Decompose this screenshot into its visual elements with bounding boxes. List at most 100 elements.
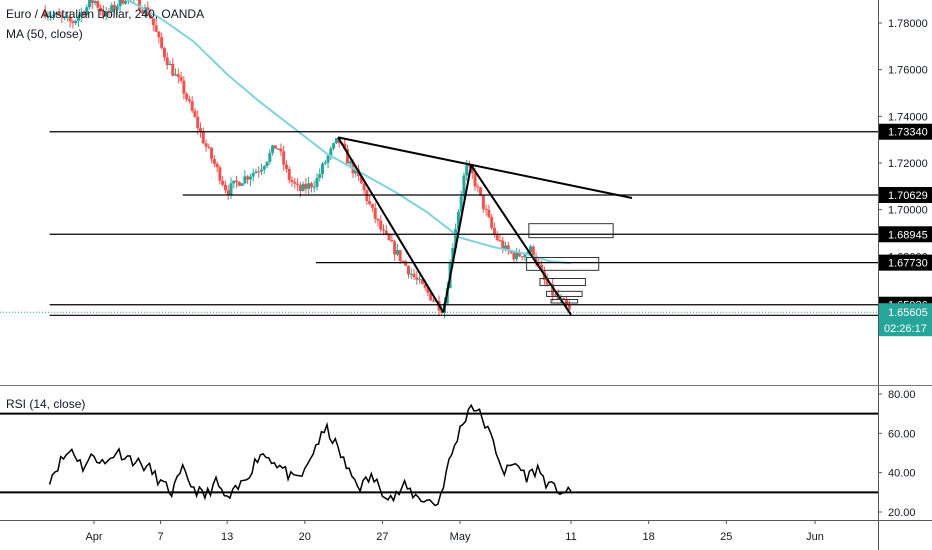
candle-body <box>243 176 247 184</box>
trendline[interactable] <box>337 136 445 313</box>
rectangle-drawing[interactable] <box>550 299 579 304</box>
candle-body <box>476 186 480 188</box>
candle-body <box>412 273 416 278</box>
level-price-badge <box>879 226 932 243</box>
candle-body <box>226 190 230 195</box>
candle-body <box>260 169 264 172</box>
candle-body <box>404 261 408 266</box>
candle-body <box>196 116 200 129</box>
candle-body <box>207 146 211 148</box>
candle-body <box>162 47 166 58</box>
rsi-indicator-label[interactable]: RSI (14, close) <box>6 397 86 411</box>
price-tick-label: 1.72000 <box>888 158 928 170</box>
candle-body <box>393 241 397 255</box>
candle-body <box>345 148 349 164</box>
candle-body <box>326 155 330 163</box>
candle-body <box>323 162 327 164</box>
candle-body <box>395 250 399 255</box>
candle-body <box>501 240 505 250</box>
level-price-badge <box>879 254 932 271</box>
candle-body <box>96 1 100 8</box>
level-price-label: 1.68945 <box>888 229 928 241</box>
trendline[interactable] <box>470 164 572 316</box>
candle-body <box>398 250 402 262</box>
candle-body <box>276 148 280 150</box>
candle-body <box>534 256 538 264</box>
candle-body <box>204 143 208 147</box>
candle-body <box>523 253 527 258</box>
candle-body <box>223 184 227 191</box>
time-tick-label: 7 <box>157 531 163 543</box>
candle-body <box>198 128 202 132</box>
rectangle-drawing[interactable] <box>526 257 600 271</box>
candle-body <box>520 256 524 258</box>
candle-body <box>515 251 519 260</box>
trendline[interactable] <box>337 136 633 199</box>
candle-body <box>318 174 322 178</box>
candle-body <box>370 204 374 208</box>
time-tick-label: 20 <box>299 531 311 543</box>
candle-body <box>54 13 58 15</box>
candle-body <box>115 6 119 10</box>
time-tick-label: Jun <box>806 531 824 543</box>
chart-title: Euro / Australian Dollar, 240, OANDA <box>6 7 205 21</box>
time-tick-label: 27 <box>376 531 388 543</box>
candle-body <box>237 182 241 186</box>
candle-body <box>174 74 178 76</box>
candle-body <box>76 16 80 21</box>
candle-body <box>481 194 485 209</box>
bar-countdown-label: 02:26:17 <box>884 323 927 335</box>
candle-body <box>334 138 338 144</box>
candle-body <box>271 145 275 153</box>
candle-body <box>101 11 105 17</box>
candle-body <box>401 261 405 263</box>
candle-body <box>137 0 141 11</box>
candle-body <box>390 240 394 242</box>
candle-body <box>551 284 555 296</box>
candle-body <box>140 10 144 13</box>
candle-body <box>160 37 164 48</box>
candle-body <box>235 180 239 183</box>
candle-body <box>290 179 294 182</box>
candle-body <box>459 196 463 213</box>
candle-body <box>512 252 516 260</box>
candle-body <box>93 1 97 4</box>
candle-body <box>301 183 305 192</box>
candle-body <box>246 176 250 180</box>
candle-body <box>151 18 155 26</box>
candle-body <box>343 143 347 149</box>
candle-body <box>498 239 502 241</box>
candle-body <box>282 151 286 165</box>
candle-body <box>329 148 333 156</box>
ma-indicator-label[interactable]: MA (50, close) <box>6 27 83 41</box>
candle-body <box>409 273 413 275</box>
rectangle-drawing[interactable] <box>528 223 614 239</box>
candle-body <box>429 292 433 301</box>
level-price-label: 1.73340 <box>888 127 928 139</box>
rectangle-drawing[interactable] <box>539 278 586 286</box>
candle-body <box>43 11 47 18</box>
candle-body <box>420 279 424 284</box>
candle-body <box>406 265 410 275</box>
time-tick-label: 11 <box>565 531 576 543</box>
candle-body <box>504 245 508 250</box>
candle-body <box>251 173 255 177</box>
candle-body <box>201 131 205 144</box>
candle-body <box>212 158 216 164</box>
candle-body <box>487 210 491 218</box>
trendline[interactable] <box>442 165 473 313</box>
candle-body <box>176 74 180 77</box>
candle-body <box>68 16 72 22</box>
candle-body <box>210 147 214 159</box>
candle-body <box>193 110 197 117</box>
candle-body <box>168 63 172 66</box>
rsi-line <box>48 403 572 507</box>
rectangle-drawing[interactable] <box>546 290 583 297</box>
candle-body <box>154 25 158 32</box>
candle-body <box>118 0 122 7</box>
candle-body <box>462 175 466 197</box>
price-tick-label: 1.70000 <box>888 205 928 217</box>
candle-body <box>257 171 261 173</box>
